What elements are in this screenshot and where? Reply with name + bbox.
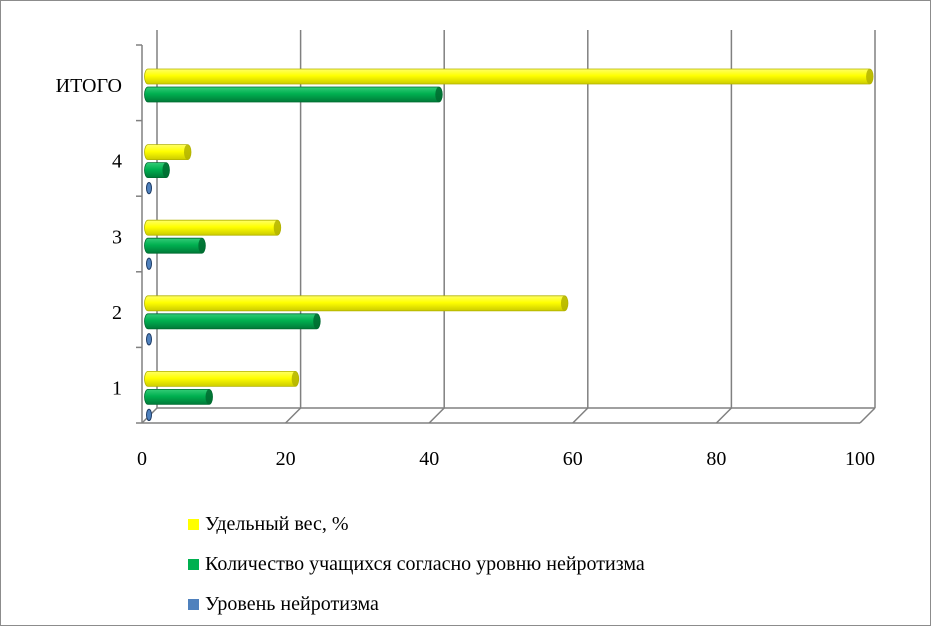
bar-body xyxy=(144,313,321,330)
legend-swatch xyxy=(188,558,199,570)
bar xyxy=(144,389,213,405)
floor-edge xyxy=(715,407,732,424)
bar-body xyxy=(144,219,282,236)
bars xyxy=(144,68,874,422)
bar xyxy=(144,219,282,236)
bar-cap xyxy=(198,238,206,254)
legend-item: Удельный вес, % xyxy=(188,504,645,544)
legend-label: Удельный вес, % xyxy=(205,512,349,535)
x-tick-label: 100 xyxy=(845,448,875,470)
bar-body xyxy=(144,86,443,103)
x-tick-label: 80 xyxy=(706,448,726,470)
bar xyxy=(144,162,170,178)
bar-cap xyxy=(146,257,152,270)
bar-cap xyxy=(146,408,152,422)
bar-cap xyxy=(560,295,568,311)
bar-body xyxy=(144,68,874,85)
bar-cap xyxy=(146,181,152,195)
x-tick-label: 20 xyxy=(276,448,296,470)
bar-cap xyxy=(435,87,443,102)
legend-label: Количество учащихся согласно уровню нейр… xyxy=(205,552,645,575)
bar-body xyxy=(144,295,569,312)
bar-cap xyxy=(291,371,299,387)
category-label: ИТОГО xyxy=(56,75,122,97)
bar xyxy=(144,313,321,330)
bar-cap xyxy=(313,313,321,329)
floor-edge xyxy=(285,407,302,424)
floor-edge xyxy=(428,407,445,424)
bar-body xyxy=(144,371,300,387)
x-tick-label: 40 xyxy=(419,448,439,470)
category-label: 2 xyxy=(112,302,122,324)
legend-swatch xyxy=(188,598,199,610)
axis-labels: 0 20 40 60 80 100 1 2 3 4 ИТОГО xyxy=(56,75,875,470)
bar xyxy=(146,181,152,195)
bar xyxy=(144,144,192,160)
bar xyxy=(146,257,152,270)
bar xyxy=(144,68,874,85)
legend-swatch xyxy=(188,518,199,530)
legend-item: Количество учащихся согласно уровню нейр… xyxy=(188,544,645,584)
bar-cap xyxy=(866,69,874,84)
bar-cap xyxy=(183,144,191,160)
bar xyxy=(144,237,206,254)
bar-cap xyxy=(205,389,213,405)
bar-cap xyxy=(146,333,152,346)
bar xyxy=(144,295,569,312)
legend-item: Уровень нейротизма xyxy=(188,584,645,624)
floor-edge xyxy=(572,407,589,424)
x-tick-label: 60 xyxy=(563,448,583,470)
bar xyxy=(146,333,152,346)
category-label: 4 xyxy=(112,151,122,173)
bar xyxy=(146,408,152,422)
x-tick-label: 0 xyxy=(137,448,147,470)
bar xyxy=(144,371,300,387)
bar-body xyxy=(144,237,206,254)
category-label: 3 xyxy=(112,226,122,248)
bar xyxy=(144,86,443,103)
category-label: 1 xyxy=(112,377,122,399)
floor-edge xyxy=(859,407,876,424)
legend: Удельный вес, % Количество учащихся согла… xyxy=(188,504,645,624)
bar-cap xyxy=(162,162,170,178)
legend-label: Уровень нейротизма xyxy=(205,592,379,615)
bar-cap xyxy=(273,220,281,236)
bar-body xyxy=(144,389,213,405)
